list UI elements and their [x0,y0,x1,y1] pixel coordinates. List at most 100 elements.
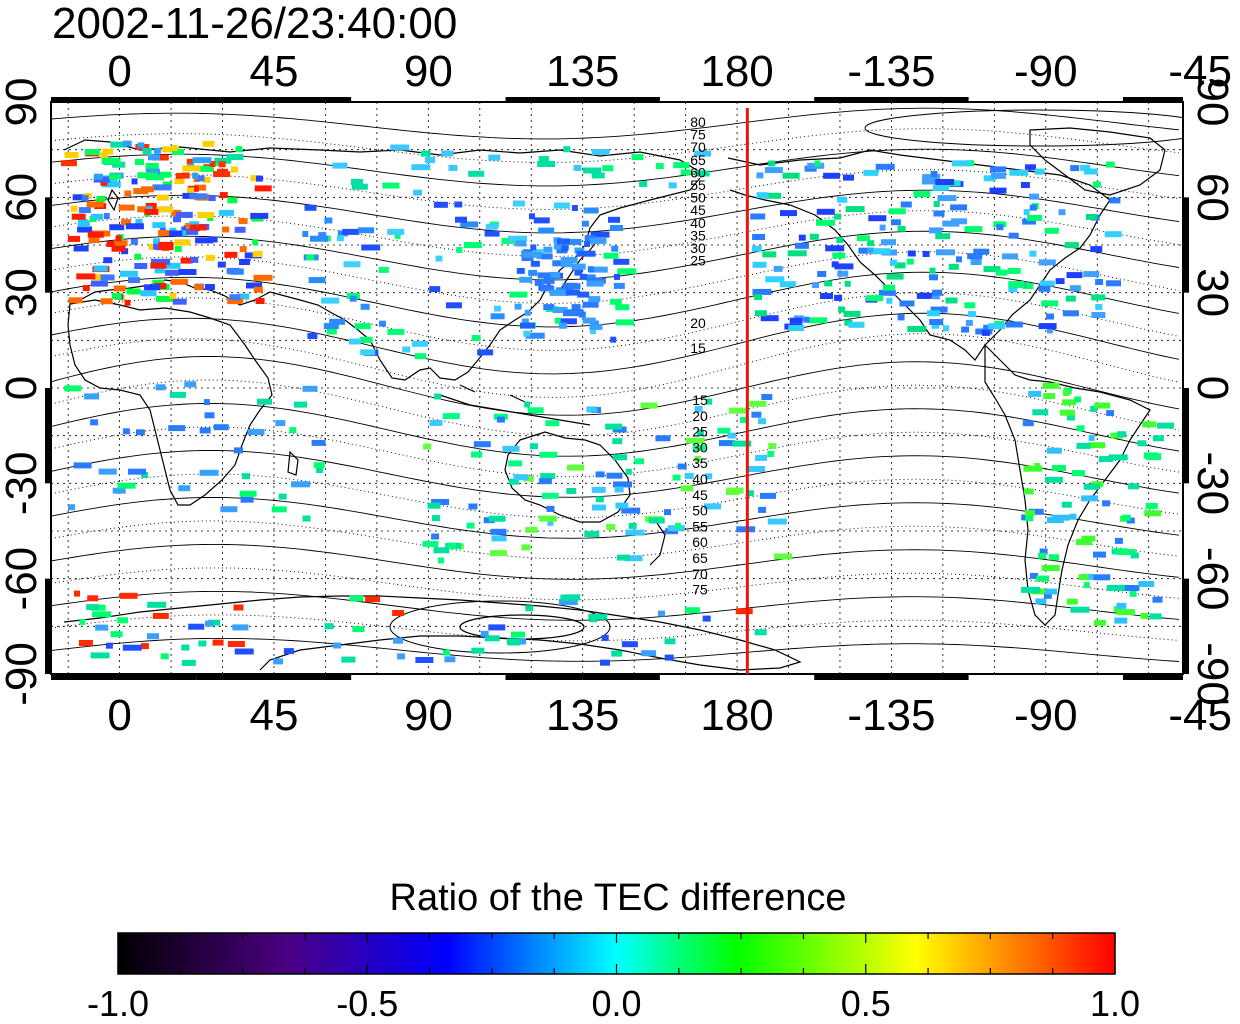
bottom-tick-bar [196,674,352,680]
tec-data-cell [875,163,895,170]
tec-data-cell [86,604,100,611]
tec-data-cell [694,150,712,157]
tec-data-cell [125,223,144,230]
tec-data-cell [794,242,809,249]
tec-data-cell [234,648,254,655]
tec-data-cell [991,172,1006,179]
contour-label: 25 [692,424,708,440]
tec-data-cell [134,253,142,260]
magnetic-contour-line [51,312,1180,375]
tec-data-cell [141,472,149,478]
tec-data-cell [610,336,617,343]
tec-data-cell [145,163,159,169]
tec-data-cell [576,250,596,257]
tec-data-cell [1121,514,1131,521]
tec-data-cell [567,464,584,471]
tec-data-cell [252,239,259,246]
tec-data-cell [182,165,201,172]
tec-data-cell [1034,463,1041,469]
tec-data-cell [856,235,870,242]
tec-data-cell [897,314,905,321]
tec-data-cell [144,284,161,291]
coastline-antarctica [63,595,802,671]
magnetic-contour-line [51,543,1180,580]
tec-data-cell [838,306,846,313]
tec-data-cell [199,427,211,434]
tec-data-cell [558,318,577,325]
tec-data-cell [1042,382,1060,389]
latitude-tick-label: -30 [0,452,46,516]
tec-data-cell [916,292,929,299]
tec-data-cell [392,610,405,616]
tec-data-cell [1076,425,1085,432]
tec-data-cell [326,328,337,335]
tec-data-cell [617,268,637,275]
tec-data-cell [117,482,136,489]
tec-data-cell [583,207,599,214]
tec-data-cell [933,201,940,207]
tec-data-cell [612,438,623,445]
tec-data-cell [964,226,983,233]
tec-data-cell [773,553,792,560]
tec-data-cell [151,154,169,161]
tec-data-cell [187,187,194,194]
tec-data-cell [77,226,93,233]
latitude-tick-label: 60 [1188,173,1237,222]
tec-data-cell [246,282,262,289]
contour-label: 75 [690,127,706,143]
tec-data-cell [1090,246,1103,253]
tec-data-cell [705,473,713,480]
tec-data-cell [529,213,535,220]
tec-data-cell [970,259,982,265]
tec-data-cell [621,641,638,648]
tec-data-cell [1007,267,1021,274]
tec-data-cell [588,266,608,273]
tec-data-cell [606,472,623,479]
tec-data-cell [508,460,523,467]
tec-data-cell [212,639,224,646]
tec-data-cell [240,496,254,503]
tec-data-cell [525,605,534,612]
tec-data-cell [194,284,204,291]
tec-data-cell [524,309,531,316]
tec-data-cell [1066,272,1083,279]
longitude-tick-label: -45 [1168,47,1232,96]
tec-data-cell [1069,513,1077,520]
tec-data-cell [546,505,555,512]
tec-data-cell [121,219,131,226]
tec-data-cell [591,172,605,179]
tec-data-cell [152,279,165,286]
tec-data-cell [86,201,104,208]
tec-data-cell [768,443,777,449]
tec-data-cell [1144,510,1162,517]
tec-data-cell [68,297,83,304]
tec-data-cell [349,595,364,602]
tec-data-cell [554,317,561,324]
tec-data-cell [114,240,128,247]
tec-data-cell [655,435,671,442]
tec-data-cell [283,648,294,655]
tec-data-cell [584,274,596,281]
tec-data-cell [112,487,126,494]
tec-data-cell [332,162,348,169]
tec-data-cell [589,323,603,330]
tec-data-cell [1083,582,1090,589]
tec-data-cell [834,213,842,220]
tec-data-cell [302,385,318,392]
tec-data-cell [1091,312,1106,318]
tec-data-cell [359,336,373,343]
tec-data-cell [543,304,555,311]
tec-data-cell [1098,456,1113,463]
tec-data-cell [625,529,645,536]
tec-data-cell [165,269,179,276]
tec-data-cell [324,217,333,224]
tec-data-cell [490,528,507,535]
tec-data-cell [1085,213,1097,220]
tec-data-cell [1025,164,1036,171]
tec-data-cell [157,206,174,213]
tec-data-cell [235,146,243,153]
tec-data-cell [153,238,161,245]
tec-data-cell [130,238,138,245]
tec-data-cell [147,633,159,640]
colorbar-tick-label: 1.0 [1090,983,1140,1024]
